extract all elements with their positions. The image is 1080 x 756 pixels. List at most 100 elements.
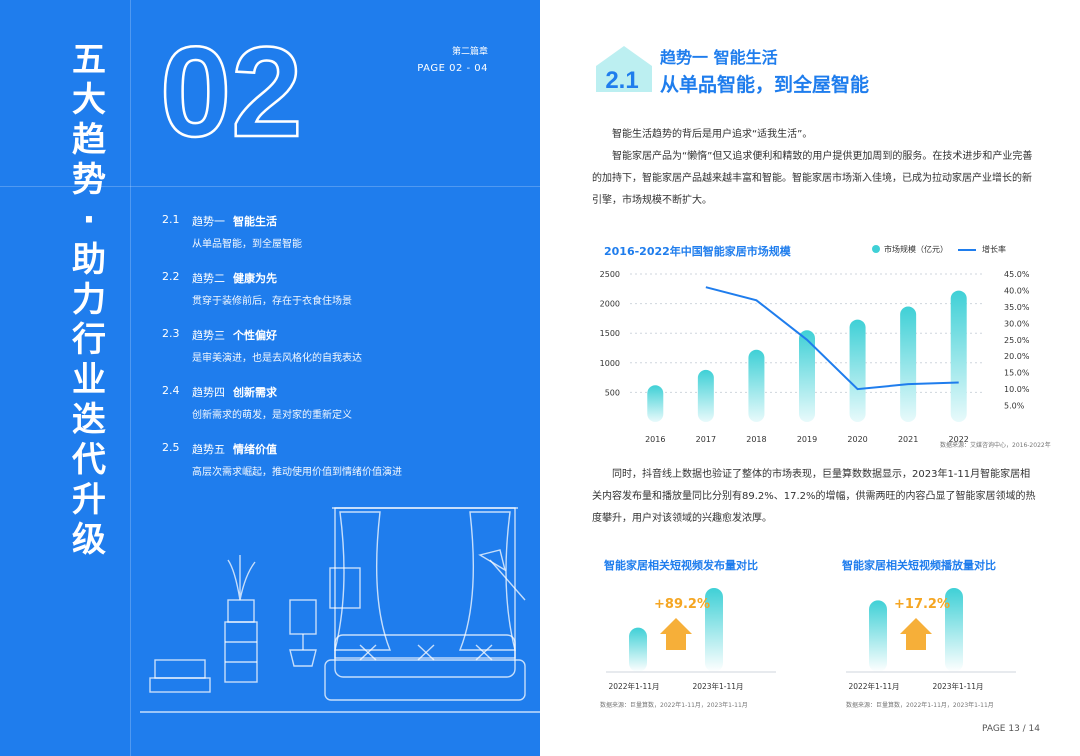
right-axis-tick: 10.0% xyxy=(1004,385,1030,394)
curtain-left xyxy=(334,511,392,651)
right-axis-tick: 5.0% xyxy=(1004,402,1025,411)
bar xyxy=(950,290,967,422)
up-arrow-icon xyxy=(900,618,932,650)
bar xyxy=(945,588,963,672)
left-axis-tick: 1500 xyxy=(600,329,620,338)
toc-heading: 智能生活 xyxy=(233,215,277,228)
page-number: PAGE 13 / 14 xyxy=(981,724,1040,734)
toc-row: 2.2 趋势二 健康为先 xyxy=(162,270,402,286)
right-axis-tick: 20.0% xyxy=(1004,352,1030,361)
toc-row: 2.3 趋势三 个性偏好 xyxy=(162,327,402,343)
toc-heading: 个性偏好 xyxy=(233,329,277,342)
toc-number: 2.5 xyxy=(162,441,180,454)
grid-line xyxy=(0,186,540,187)
legend-line-label: 增长率 xyxy=(982,245,1006,254)
toc-item[interactable]: 2.5 趋势五 情绪价值高层次需求崛起，推动使用价值到情绪价值演进 xyxy=(162,441,402,478)
vertical-title-char: 助 xyxy=(72,240,108,280)
section-tag-graphic: 2.1 xyxy=(596,46,652,94)
x-axis-tick: 2017 xyxy=(696,435,716,444)
toc-tag: 趋势四 xyxy=(192,386,225,399)
section-subtitle: 从单品智能，到全屋智能 xyxy=(660,74,870,96)
side-cabinet xyxy=(224,621,258,683)
chapter-number: 02 xyxy=(160,36,302,146)
toc-heading: 情绪价值 xyxy=(233,443,277,456)
bar xyxy=(849,319,866,422)
body-paragraph-2: 同时，抖音线上数据也验证了整体的市场表现，巨量算数数据显示，2023年1-11月… xyxy=(592,469,1036,524)
cushion-mark xyxy=(417,644,435,661)
right-axis-tick: 40.0% xyxy=(1004,286,1030,295)
growth-rate-line xyxy=(705,286,959,391)
x-axis-tick: 2020 xyxy=(847,435,867,444)
right-axis-tick: 15.0% xyxy=(1004,369,1030,378)
right-axis-tick: 25.0% xyxy=(1004,336,1030,345)
toc-tag: 趋势五 xyxy=(192,443,225,456)
toc-subtitle: 高层次需求崛起，推动使用价值到情绪价值演进 xyxy=(192,467,402,478)
toc-item[interactable]: 2.2 趋势二 健康为先 贯穿于装修前后，存在于衣食住场景 xyxy=(162,270,402,307)
page-range: PAGE 02 - 04 xyxy=(417,63,488,74)
toc-item[interactable]: 2.1 趋势一 智能生活从单品智能，到全屋智能 xyxy=(162,213,402,250)
cushion-mark xyxy=(359,644,377,661)
x-axis-tick: 2021 xyxy=(898,435,918,444)
vertical-title-char: 升 xyxy=(72,480,108,520)
table-of-contents: 2.1 趋势一 智能生活从单品智能，到全屋智能 2.2 趋势二 健康为先 贯穿于装修前后，存… xyxy=(162,213,402,498)
plant-leaves xyxy=(227,555,256,601)
vertical-title-char: 迭 xyxy=(72,400,108,440)
publish-volume-chart: 2022年1-11月 2023年1-11月 +89.2% xyxy=(606,588,776,691)
right-axis-tick: 30.0% xyxy=(1004,319,1030,328)
x-axis-tick: 2022年1-11月 xyxy=(608,681,659,691)
market-chart-title: 2016-2022年中国智能家居市场规模 xyxy=(604,245,791,258)
floor-lamp-head xyxy=(478,549,507,572)
vertical-title-char: 级 xyxy=(72,520,108,560)
x-axis-tick: 2022年1-11月 xyxy=(848,681,899,691)
intro-paragraph: 智能生活趋势的背后是用户追求“适我生活”。 xyxy=(612,129,813,140)
x-axis-tick: 2018 xyxy=(746,435,766,444)
x-axis-tick: 2022 xyxy=(949,435,969,444)
cushion-mark xyxy=(475,644,493,661)
bar xyxy=(629,627,647,672)
toc-subtitle: 从单品智能，到全屋智能 xyxy=(192,239,302,250)
section-tag-number: 2.1 xyxy=(605,67,638,94)
left-axis-tick: 2500 xyxy=(600,270,620,279)
x-axis-tick: 2016 xyxy=(645,435,665,444)
grid-line xyxy=(130,0,131,756)
play-volume-chart: 2022年1-11月 2023年1-11月 +17.2% xyxy=(846,588,1016,691)
toc-tag: 趋势二 xyxy=(192,272,225,285)
toc-number: 2.3 xyxy=(162,327,180,340)
picture-frame xyxy=(289,599,317,635)
wall-frame xyxy=(329,567,361,609)
bar xyxy=(697,369,714,422)
toc-subtitle: 是审美演进，也是去风格化的自我表达 xyxy=(192,353,362,364)
market-size-chart: 2500 2000 1500 1000 500 45.0% 40.0% 35.0% 30.0% 2… xyxy=(600,270,1030,444)
vertical-title-char: 力 xyxy=(72,280,108,320)
play-chart-title: 智能家居相关短视频播放量对比 xyxy=(842,559,996,572)
house-icon xyxy=(596,46,652,92)
vertical-title-char: 五 xyxy=(72,40,108,80)
sofa-seat xyxy=(324,659,526,701)
toc-heading: 创新需求 xyxy=(233,386,277,399)
toc-subtitle: 创新需求的萌发，是对家的重新定义 xyxy=(192,410,352,421)
x-axis-tick: 2023年1-11月 xyxy=(692,681,743,691)
plant-pot xyxy=(227,599,255,623)
bar xyxy=(900,306,917,422)
publish-chart-title: 智能家居相关短视频发布量对比 xyxy=(604,559,758,572)
bar xyxy=(869,600,887,672)
right-axis-tick: 35.0% xyxy=(1004,303,1030,312)
legend-bar-label: 市场规模（亿元） xyxy=(884,245,948,254)
toc-item[interactable]: 2.4 趋势四 创新需求创新需求的萌发，是对家的重新定义 xyxy=(162,384,402,421)
toc-item[interactable]: 2.3 趋势三 个性偏好是审美演进，也是去风格化的自我表达 xyxy=(162,327,402,364)
bar xyxy=(748,349,765,422)
left-axis-tick: 500 xyxy=(605,388,620,397)
toc-row: 2.4 趋势四 创新需求 xyxy=(162,384,402,400)
bar xyxy=(799,330,815,422)
chair-seat xyxy=(149,677,211,693)
toc-tag: 趋势一 xyxy=(192,215,225,228)
vertical-title: 五大趋势 · 助力行业迭代升级 xyxy=(70,40,110,560)
sofa-back xyxy=(334,634,516,678)
chapter-info: 第二篇章 PAGE 02 - 04 xyxy=(417,44,488,74)
toc-row: 2.5 趋势五 情绪价值 xyxy=(162,441,402,457)
curtain-right xyxy=(458,511,516,651)
section-title: 趋势一 智能生活 xyxy=(660,48,778,67)
bar xyxy=(647,385,664,422)
chart-source-note: 数据来源：巨量算数，2022年1-11月，2023年1-11月 xyxy=(846,702,994,709)
toc-number: 2.1 xyxy=(162,213,180,226)
